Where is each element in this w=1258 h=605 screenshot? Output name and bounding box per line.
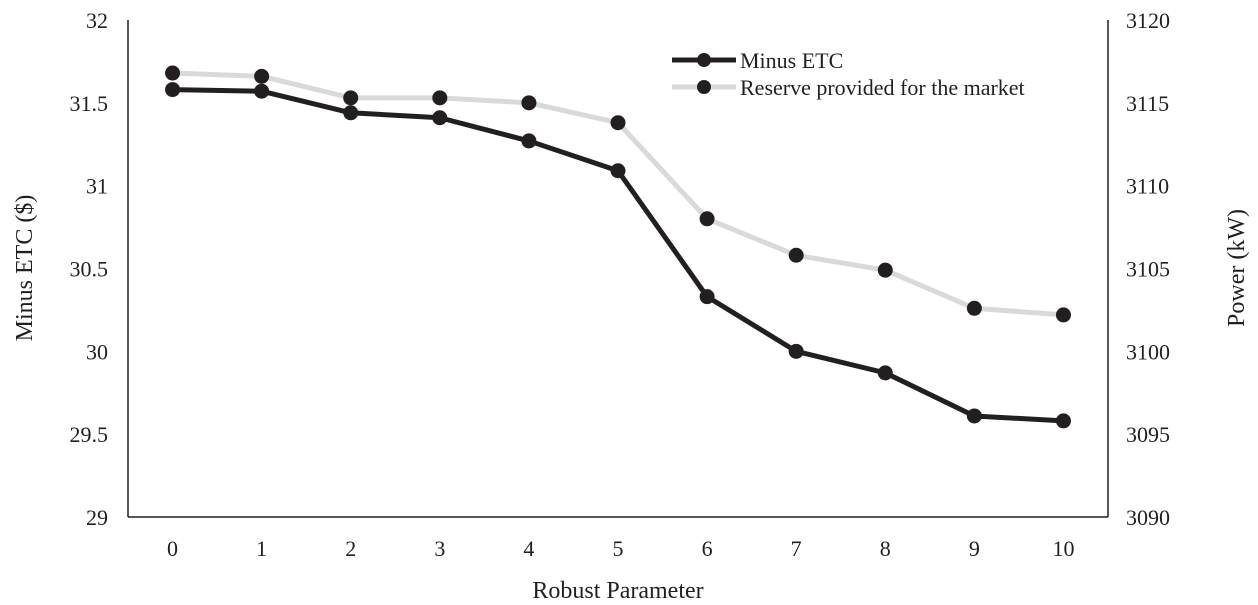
legend-label-reserve: Reserve provided for the market [740, 75, 1025, 100]
data-point-minus-etc [699, 289, 715, 305]
series-layer [165, 65, 1071, 429]
y2-tick-label: 3095 [1126, 422, 1170, 447]
x-tick-label: 0 [167, 536, 178, 561]
left-tick-labels: 29 29.5 30 30.5 31 31.5 32 [70, 8, 109, 530]
series-reserve [165, 65, 1071, 323]
series-line-reserve [170, 70, 1066, 318]
y2-tick-label: 3110 [1126, 174, 1169, 199]
data-point-minus-etc [966, 408, 982, 424]
data-point-reserve [254, 68, 270, 84]
y2-tick-label: 3090 [1126, 505, 1170, 530]
legend-item-reserve: Reserve provided for the market [672, 75, 1025, 100]
y2-tick-label: 3120 [1126, 8, 1170, 33]
y-tick-label: 30.5 [70, 257, 109, 282]
data-point-reserve [1055, 307, 1071, 323]
y2-axis-title: Power (kW) [1224, 209, 1250, 327]
x-tick-label: 6 [702, 536, 713, 561]
data-point-reserve [610, 115, 626, 131]
data-point-reserve [432, 90, 448, 106]
x-tick-label: 9 [969, 536, 980, 561]
data-point-minus-etc [788, 343, 804, 359]
data-point-reserve [343, 90, 359, 106]
data-point-minus-etc [610, 163, 626, 179]
series-minus-etc [165, 82, 1071, 429]
legend-marker-minus-etc [697, 53, 711, 67]
x-tick-label: 4 [523, 536, 534, 561]
x-tick-labels: 0 1 2 3 4 5 6 7 8 9 10 [167, 536, 1074, 561]
data-point-reserve [877, 262, 893, 278]
x-tick-label: 2 [345, 536, 356, 561]
series-line-minus-etc [170, 87, 1066, 424]
legend-label-minus-etc: Minus ETC [740, 48, 843, 73]
x-tick-label: 8 [880, 536, 891, 561]
y2-tick-label: 3115 [1126, 91, 1169, 116]
x-tick-label: 1 [256, 536, 267, 561]
x-axis-title: Robust Parameter [532, 578, 703, 604]
y-axis-title: Minus ETC ($) [12, 195, 38, 342]
data-point-reserve [699, 211, 715, 227]
data-point-minus-etc [165, 82, 181, 98]
y-tick-label: 29 [86, 505, 108, 530]
y-tick-label: 32 [86, 8, 108, 33]
y2-tick-label: 3100 [1126, 339, 1170, 364]
legend-marker-reserve [697, 80, 711, 94]
data-point-reserve [966, 300, 982, 316]
data-point-minus-etc [1055, 413, 1071, 429]
data-point-reserve [521, 95, 537, 111]
data-point-minus-etc [432, 110, 448, 126]
x-tick-label: 7 [791, 536, 802, 561]
x-tick-label: 5 [613, 536, 624, 561]
data-point-reserve [165, 65, 181, 81]
data-point-minus-etc [521, 133, 537, 149]
data-point-minus-etc [877, 365, 893, 381]
y-tick-label: 30 [86, 339, 108, 364]
x-tick-label: 3 [434, 536, 445, 561]
legend: Minus ETC Reserve provided for the marke… [672, 48, 1025, 100]
y2-tick-label: 3105 [1126, 257, 1170, 282]
x-tick-label: 10 [1052, 536, 1074, 561]
right-tick-labels: 3090 3095 3100 3105 3110 3115 3120 [1126, 8, 1170, 530]
y-tick-label: 29.5 [70, 422, 109, 447]
legend-item-minus-etc: Minus ETC [672, 48, 843, 73]
data-point-minus-etc [343, 105, 359, 121]
y-tick-label: 31.5 [70, 91, 109, 116]
axes [127, 20, 1109, 518]
y-tick-label: 31 [86, 174, 108, 199]
data-point-reserve [788, 247, 804, 263]
data-point-minus-etc [254, 83, 270, 99]
